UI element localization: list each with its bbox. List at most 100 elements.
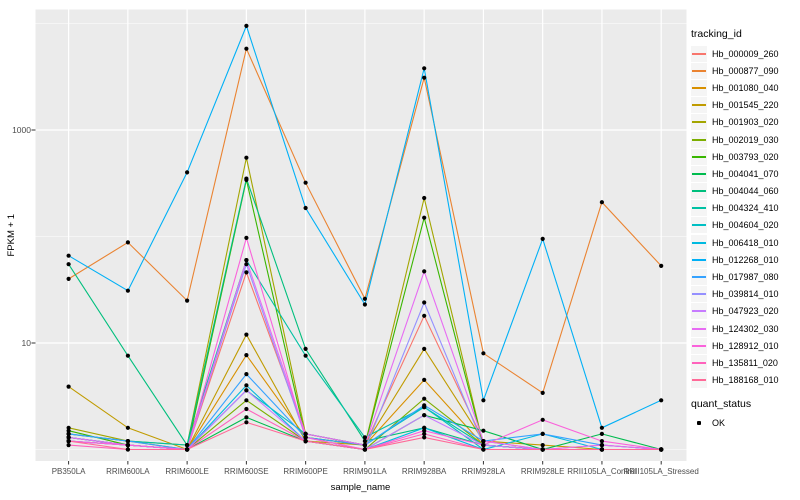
y-tick-label: 1000 <box>12 125 31 135</box>
data-point <box>481 443 486 448</box>
data-point <box>422 269 427 274</box>
data-point <box>422 66 427 71</box>
data-point <box>481 351 486 356</box>
data-point <box>540 390 545 395</box>
x-tick-label: RRII105LA_Stressed <box>623 467 699 476</box>
legend-line-swatch <box>691 114 707 131</box>
legend-item-Hb_004324_410: Hb_004324_410 <box>691 200 799 217</box>
data-point <box>125 439 130 444</box>
legend: tracking_id Hb_000009_260 Hb_000877_090 Hb… <box>691 28 799 432</box>
legend-line-swatch <box>691 131 707 148</box>
data-point <box>244 406 249 412</box>
data-point <box>185 447 190 452</box>
x-tick-label: RRIM600LA <box>106 467 150 476</box>
legend-line-swatch <box>691 303 707 320</box>
data-point <box>125 425 130 430</box>
quant-legend-label: OK <box>712 418 726 429</box>
data-point <box>481 439 486 444</box>
data-point <box>481 447 486 452</box>
y-axis-title-wrap: FPKM + 1 <box>6 10 17 461</box>
data-point <box>599 431 605 436</box>
data-point <box>244 270 249 275</box>
data-point <box>540 417 545 422</box>
data-point <box>244 176 249 181</box>
y-axis-title: FPKM + 1 <box>6 214 17 257</box>
y-tick-label: 10 <box>21 338 31 348</box>
legend-item-label: Hb_124302_030 <box>712 323 779 334</box>
panel-background <box>35 9 687 461</box>
data-point <box>66 425 71 430</box>
legend-line-swatch <box>691 337 707 354</box>
data-point <box>599 425 605 430</box>
legend-item-label: Hb_004324_410 <box>712 203 779 214</box>
legend-item-Hb_017987_080: Hb_017987_080 <box>691 268 799 286</box>
legend-item-Hb_039814_010: Hb_039814_010 <box>691 286 799 303</box>
legend-item-label: Hb_012268_010 <box>712 254 779 265</box>
legend-item-Hb_047923_020: Hb_047923_020 <box>691 303 799 320</box>
data-point <box>362 296 367 301</box>
data-point <box>66 384 71 389</box>
legend-line-swatch <box>691 320 707 337</box>
data-point <box>422 313 427 318</box>
legend-line-swatch <box>691 165 707 182</box>
legend-items: Hb_000009_260 Hb_000877_090 Hb_001080_040 H… <box>691 45 799 389</box>
x-tick-label: RRIM928LA <box>461 467 506 476</box>
legend-line-swatch <box>691 372 707 389</box>
data-point <box>362 439 367 444</box>
data-point <box>422 377 427 382</box>
data-point <box>422 75 427 80</box>
data-point <box>244 383 249 388</box>
legend-line-swatch <box>691 97 707 114</box>
x-tick-label: RRIM600PE <box>283 467 328 476</box>
data-point <box>66 428 71 433</box>
legend-line-swatch <box>691 234 707 251</box>
legend-item-Hb_001903_020: Hb_001903_020 <box>691 114 799 131</box>
data-point <box>481 428 486 433</box>
legend-item-Hb_003793_020: Hb_003793_020 <box>691 148 799 165</box>
data-point <box>125 353 130 358</box>
legend-item-Hb_004044_060: Hb_004044_060 <box>691 183 799 200</box>
legend-line-swatch <box>691 183 707 200</box>
data-point <box>244 46 249 51</box>
data-point <box>185 443 190 448</box>
data-point <box>244 235 249 240</box>
data-point <box>66 253 71 258</box>
legend-item-label: Hb_001903_020 <box>712 117 779 128</box>
legend-item-Hb_188168_010: Hb_188168_010 <box>691 372 799 389</box>
data-point <box>303 435 308 440</box>
data-point <box>422 431 427 436</box>
legend-line-swatch <box>691 269 707 286</box>
legend-line-swatch <box>691 200 707 217</box>
data-point <box>185 298 190 303</box>
legend-item-label: Hb_047923_020 <box>712 306 779 317</box>
data-point <box>244 258 249 263</box>
legend-title-tracking-id: tracking_id <box>691 28 742 40</box>
data-point <box>481 398 486 403</box>
data-point <box>599 447 605 452</box>
data-point <box>244 332 249 337</box>
data-point <box>185 170 190 175</box>
legend-item-Hb_001080_040: Hb_001080_040 <box>691 79 799 96</box>
point-marker-icon <box>691 415 707 431</box>
legend-item-label: Hb_000877_090 <box>712 65 779 76</box>
legend-item-label: Hb_001545_220 <box>712 100 779 111</box>
data-point <box>125 443 130 448</box>
data-point <box>422 425 427 430</box>
legend-item-Hb_000877_090: Hb_000877_090 <box>691 62 799 79</box>
data-point <box>422 428 427 433</box>
data-point <box>540 236 545 241</box>
quant-legend-items: OK <box>691 415 799 432</box>
legend-item-Hb_128912_010: Hb_128912_010 <box>691 337 799 354</box>
data-point <box>540 443 545 448</box>
data-point <box>244 23 249 28</box>
legend-item-Hb_012268_010: Hb_012268_010 <box>691 251 799 268</box>
legend-item-Hb_004604_020: Hb_004604_020 <box>691 217 799 234</box>
legend-line-swatch <box>691 45 707 62</box>
legend-item-label: Hb_004044_060 <box>712 186 779 197</box>
legend-item-label: Hb_000009_260 <box>712 48 779 59</box>
quant-legend-item: OK <box>691 415 799 432</box>
legend-line-swatch <box>691 286 707 303</box>
data-point <box>599 439 605 444</box>
x-tick-label: PB350LA <box>51 467 86 476</box>
